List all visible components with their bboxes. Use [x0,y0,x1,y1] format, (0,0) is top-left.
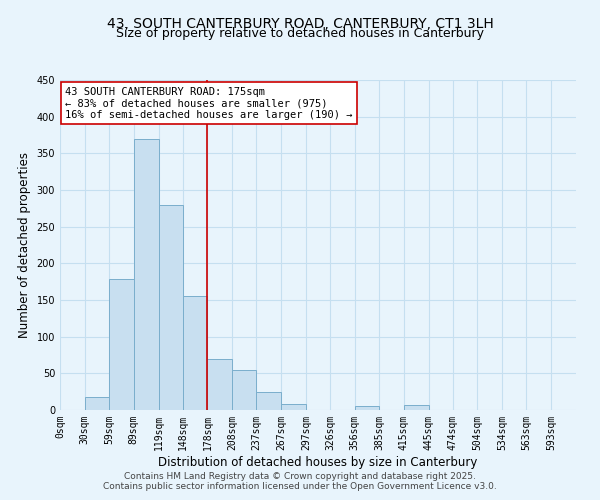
Bar [232,370,256,410]
Text: Contains HM Land Registry data © Crown copyright and database right 2025.: Contains HM Land Registry data © Crown c… [124,472,476,481]
Text: 43 SOUTH CANTERBURY ROAD: 175sqm
← 83% of detached houses are smaller (975)
16% : 43 SOUTH CANTERBURY ROAD: 175sqm ← 83% o… [65,86,353,120]
Bar [158,204,182,410]
Text: Size of property relative to detached houses in Canterbury: Size of property relative to detached ho… [116,28,484,40]
Bar [355,406,379,410]
Bar [208,358,232,410]
Bar [281,404,306,410]
Bar [134,138,158,410]
Bar [256,392,281,410]
Y-axis label: Number of detached properties: Number of detached properties [18,152,31,338]
Bar [85,397,109,410]
X-axis label: Distribution of detached houses by size in Canterbury: Distribution of detached houses by size … [158,456,478,468]
Text: Contains public sector information licensed under the Open Government Licence v3: Contains public sector information licen… [103,482,497,491]
Bar [404,405,428,410]
Bar [109,280,134,410]
Text: 43, SOUTH CANTERBURY ROAD, CANTERBURY, CT1 3LH: 43, SOUTH CANTERBURY ROAD, CANTERBURY, C… [107,18,493,32]
Bar [182,296,208,410]
